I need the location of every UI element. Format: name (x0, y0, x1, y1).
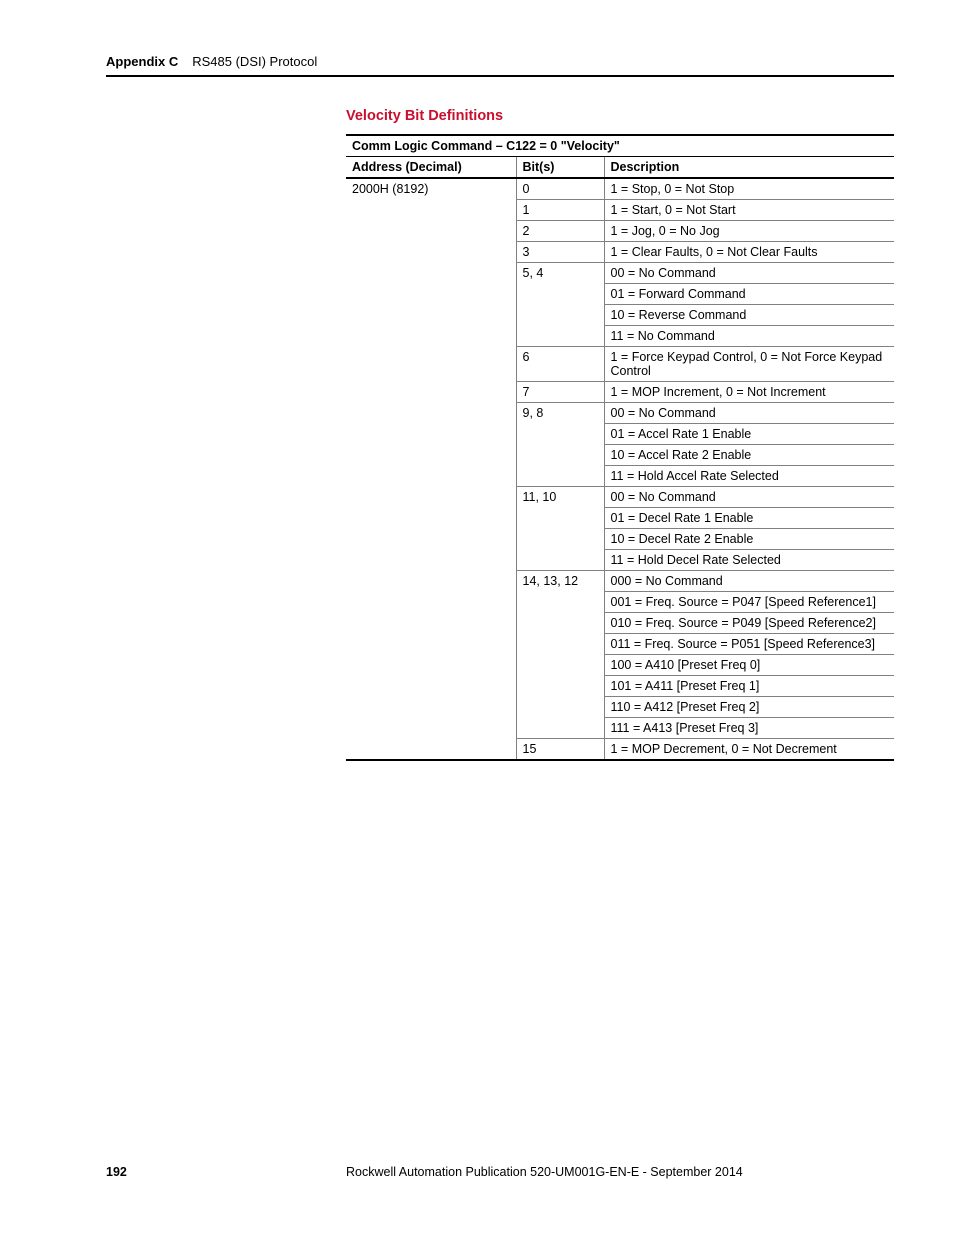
description-cell: 010 = Freq. Source = P049 [Speed Referen… (604, 613, 894, 634)
table-row: 2000H (8192)01 = Stop, 0 = Not Stop (346, 178, 894, 200)
page-header: Appendix C RS485 (DSI) Protocol (106, 54, 894, 77)
page: Appendix C RS485 (DSI) Protocol Velocity… (0, 0, 954, 1235)
section-title: Velocity Bit Definitions (346, 108, 894, 124)
description-cell: 00 = No Command (604, 263, 894, 284)
header-rule (106, 75, 894, 77)
description-cell: 1 = Force Keypad Control, 0 = Not Force … (604, 347, 894, 382)
bit-definitions-table: Comm Logic Command – C122 = 0 "Velocity"… (346, 134, 894, 761)
publication-info: Rockwell Automation Publication 520-UM00… (346, 1165, 894, 1179)
description-cell: 10 = Decel Rate 2 Enable (604, 529, 894, 550)
description-cell: 100 = A410 [Preset Freq 0] (604, 655, 894, 676)
description-cell: 10 = Accel Rate 2 Enable (604, 445, 894, 466)
appendix-title: RS485 (DSI) Protocol (192, 54, 317, 69)
description-cell: 1 = Jog, 0 = No Jog (604, 221, 894, 242)
bits-cell: 11, 10 (516, 487, 604, 571)
description-cell: 110 = A412 [Preset Freq 2] (604, 697, 894, 718)
bits-cell: 15 (516, 739, 604, 761)
description-cell: 11 = No Command (604, 326, 894, 347)
table-body: 2000H (8192)01 = Stop, 0 = Not Stop11 = … (346, 178, 894, 760)
table-caption-row: Comm Logic Command – C122 = 0 "Velocity" (346, 135, 894, 157)
appendix-label: Appendix C (106, 54, 178, 69)
description-cell: 1 = Stop, 0 = Not Stop (604, 178, 894, 200)
description-cell: 01 = Decel Rate 1 Enable (604, 508, 894, 529)
description-cell: 01 = Accel Rate 1 Enable (604, 424, 894, 445)
description-cell: 111 = A413 [Preset Freq 3] (604, 718, 894, 739)
col-description: Description (604, 157, 894, 179)
description-cell: 11 = Hold Decel Rate Selected (604, 550, 894, 571)
description-cell: 1 = MOP Increment, 0 = Not Increment (604, 382, 894, 403)
bits-cell: 5, 4 (516, 263, 604, 347)
bits-cell: 7 (516, 382, 604, 403)
page-footer: 192 Rockwell Automation Publication 520-… (106, 1165, 894, 1179)
description-cell: 11 = Hold Accel Rate Selected (604, 466, 894, 487)
bits-cell: 6 (516, 347, 604, 382)
bits-cell: 9, 8 (516, 403, 604, 487)
col-address: Address (Decimal) (346, 157, 516, 179)
header-line: Appendix C RS485 (DSI) Protocol (106, 54, 894, 69)
content-area: Velocity Bit Definitions Comm Logic Comm… (346, 108, 894, 761)
description-cell: 000 = No Command (604, 571, 894, 592)
description-cell: 001 = Freq. Source = P047 [Speed Referen… (604, 592, 894, 613)
description-cell: 01 = Forward Command (604, 284, 894, 305)
address-cell: 2000H (8192) (346, 178, 516, 760)
bits-cell: 3 (516, 242, 604, 263)
description-cell: 1 = Start, 0 = Not Start (604, 200, 894, 221)
description-cell: 00 = No Command (604, 403, 894, 424)
description-cell: 00 = No Command (604, 487, 894, 508)
description-cell: 10 = Reverse Command (604, 305, 894, 326)
description-cell: 1 = Clear Faults, 0 = Not Clear Faults (604, 242, 894, 263)
description-cell: 1 = MOP Decrement, 0 = Not Decrement (604, 739, 894, 761)
bits-cell: 1 (516, 200, 604, 221)
table-caption: Comm Logic Command – C122 = 0 "Velocity" (346, 135, 894, 157)
bits-cell: 2 (516, 221, 604, 242)
description-cell: 101 = A411 [Preset Freq 1] (604, 676, 894, 697)
bits-cell: 14, 13, 12 (516, 571, 604, 739)
description-cell: 011 = Freq. Source = P051 [Speed Referen… (604, 634, 894, 655)
bits-cell: 0 (516, 178, 604, 200)
table-header-row: Address (Decimal) Bit(s) Description (346, 157, 894, 179)
page-number: 192 (106, 1165, 346, 1179)
col-bits: Bit(s) (516, 157, 604, 179)
